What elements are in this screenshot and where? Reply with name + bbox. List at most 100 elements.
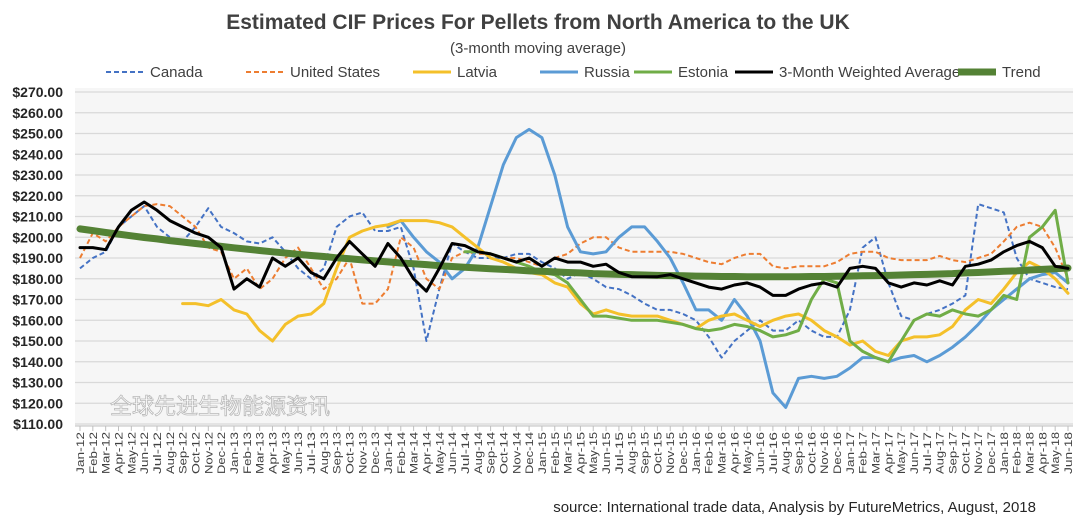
y-tick-label: $220.00 xyxy=(12,188,63,204)
legend-label: Estonia xyxy=(678,64,729,81)
x-tick-label: Sep-15 xyxy=(640,432,652,474)
x-tick-label: Jan-18 xyxy=(999,432,1011,474)
y-tick-label: $130.00 xyxy=(12,375,63,391)
x-tick-label: Apr-14 xyxy=(421,432,433,474)
x-tick-label: Jun-14 xyxy=(447,432,459,474)
x-tick-label: Mar-18 xyxy=(1025,432,1037,474)
y-tick-label: $230.00 xyxy=(12,167,63,183)
x-tick-label: May-16 xyxy=(742,432,754,474)
x-tick-label: Jan-14 xyxy=(383,432,395,474)
x-tick-label: Aug-13 xyxy=(319,432,331,474)
x-tick-label: May-18 xyxy=(1050,432,1062,474)
y-tick-label: $260.00 xyxy=(12,105,63,121)
x-tick-label: Oct-17 xyxy=(960,432,972,474)
x-tick-label: Mar-13 xyxy=(255,432,267,474)
x-tick-label: Apr-12 xyxy=(113,432,125,474)
x-tick-label: Apr-18 xyxy=(1037,432,1049,474)
x-tick-label: Sep-16 xyxy=(794,432,806,474)
legend-item: 3-Month Weighted Average xyxy=(735,64,960,81)
legend-item: Russia xyxy=(540,64,631,81)
x-tick-label: May-13 xyxy=(280,432,292,474)
x-tick-label: Mar-14 xyxy=(409,432,421,474)
chart-title: Estimated CIF Prices For Pellets from No… xyxy=(226,11,850,34)
y-tick-label: $210.00 xyxy=(12,209,63,225)
series-line-russia xyxy=(386,127,1070,409)
series-line-estonia xyxy=(463,208,1070,364)
x-tick-label: Dec-16 xyxy=(832,432,844,474)
x-tick-label: Jun-18 xyxy=(1063,432,1075,474)
x-tick-label: Feb-13 xyxy=(242,432,254,474)
x-axis: Jan-12 Feb-12 Mar-12 Apr-12 May-12 Jun-12 Jul-… xyxy=(75,425,1075,474)
x-tick-label: Apr-17 xyxy=(883,432,895,474)
x-tick-label: Mar-12 xyxy=(101,432,113,474)
legend-item: Trend xyxy=(958,64,1041,81)
x-tick-label: Aug-12 xyxy=(165,432,177,474)
x-tick-label: Feb-12 xyxy=(88,432,100,474)
x-tick-label: Sep-12 xyxy=(178,432,190,474)
x-tick-label: Nov-16 xyxy=(819,432,831,474)
x-tick-label: Dec-15 xyxy=(678,432,690,474)
x-tick-label: May-17 xyxy=(896,432,908,474)
x-tick-label: Nov-14 xyxy=(511,432,523,474)
x-tick-label: Jan-16 xyxy=(691,432,703,474)
x-tick-label: Jul-12 xyxy=(152,432,164,474)
y-tick-label: $190.00 xyxy=(12,250,63,266)
x-tick-label: Nov-15 xyxy=(665,432,677,474)
x-tick-label: Jun-12 xyxy=(139,432,151,474)
legend-item: Canada xyxy=(106,64,203,81)
x-tick-label: Jun-17 xyxy=(909,432,921,474)
watermark: 全球先进生物能源资讯 xyxy=(110,394,330,419)
x-tick-label: Dec-12 xyxy=(216,432,228,474)
plot-area xyxy=(75,88,1073,426)
x-tick-label: Oct-15 xyxy=(652,432,664,474)
x-tick-label: Nov-13 xyxy=(357,432,369,474)
x-tick-label: Jun-13 xyxy=(293,432,305,474)
x-tick-label: Oct-16 xyxy=(806,432,818,474)
x-tick-label: Jun-15 xyxy=(601,432,613,474)
y-tick-label: $170.00 xyxy=(12,292,63,308)
x-tick-label: Oct-13 xyxy=(344,432,356,474)
x-tick-label: Mar-16 xyxy=(717,432,729,474)
x-tick-label: Jan-13 xyxy=(229,432,241,474)
y-tick-label: $110.00 xyxy=(13,416,63,432)
x-tick-label: Feb-14 xyxy=(396,432,408,474)
x-tick-label: Dec-13 xyxy=(370,432,382,474)
x-tick-label: Dec-17 xyxy=(986,432,998,474)
y-axis: $110.00 $120.00 $130.00 $140.00 $150.00 $160.… xyxy=(12,84,63,432)
x-tick-label: Nov-17 xyxy=(973,432,985,474)
y-tick-label: $270.00 xyxy=(12,84,63,100)
x-tick-label: Jan-15 xyxy=(537,432,549,474)
source-note: source: International trade data, Analys… xyxy=(553,499,1036,516)
legend-item: United States xyxy=(246,64,380,81)
y-tick-label: $150.00 xyxy=(12,333,63,349)
x-tick-label: Apr-13 xyxy=(267,432,279,474)
x-tick-label: Feb-16 xyxy=(704,432,716,474)
series-line-united-states xyxy=(79,203,1069,305)
x-tick-label: Jul-14 xyxy=(460,432,472,474)
legend-item: Estonia xyxy=(634,64,729,81)
x-tick-label: Jul-13 xyxy=(306,432,318,474)
series-lines xyxy=(76,127,1072,409)
series-line-latvia xyxy=(181,219,1070,357)
x-tick-label: Apr-16 xyxy=(729,432,741,474)
x-tick-label: Mar-17 xyxy=(871,432,883,474)
series-line-trend xyxy=(76,225,1072,281)
x-tick-label: Aug-16 xyxy=(781,432,793,474)
x-tick-label: Sep-14 xyxy=(486,432,498,474)
x-tick-label: Feb-18 xyxy=(1012,432,1024,474)
x-tick-label: Apr-15 xyxy=(575,432,587,474)
gridlines xyxy=(75,91,1073,425)
x-tick-label: May-15 xyxy=(588,432,600,474)
legend: Canada United States Latvia Russia Estonia 3-… xyxy=(106,64,1041,81)
y-tick-label: $120.00 xyxy=(12,395,63,411)
y-tick-label: $240.00 xyxy=(12,146,63,162)
x-tick-label: Sep-13 xyxy=(332,432,344,474)
x-tick-label: Jun-16 xyxy=(755,432,767,474)
y-tick-label: $160.00 xyxy=(12,312,63,328)
y-tick-label: $140.00 xyxy=(12,354,63,370)
x-tick-label: Dec-14 xyxy=(524,432,536,474)
legend-item: Latvia xyxy=(413,64,498,81)
x-tick-label: Aug-15 xyxy=(627,432,639,474)
series-line-3-month-weighted-average xyxy=(78,200,1070,297)
